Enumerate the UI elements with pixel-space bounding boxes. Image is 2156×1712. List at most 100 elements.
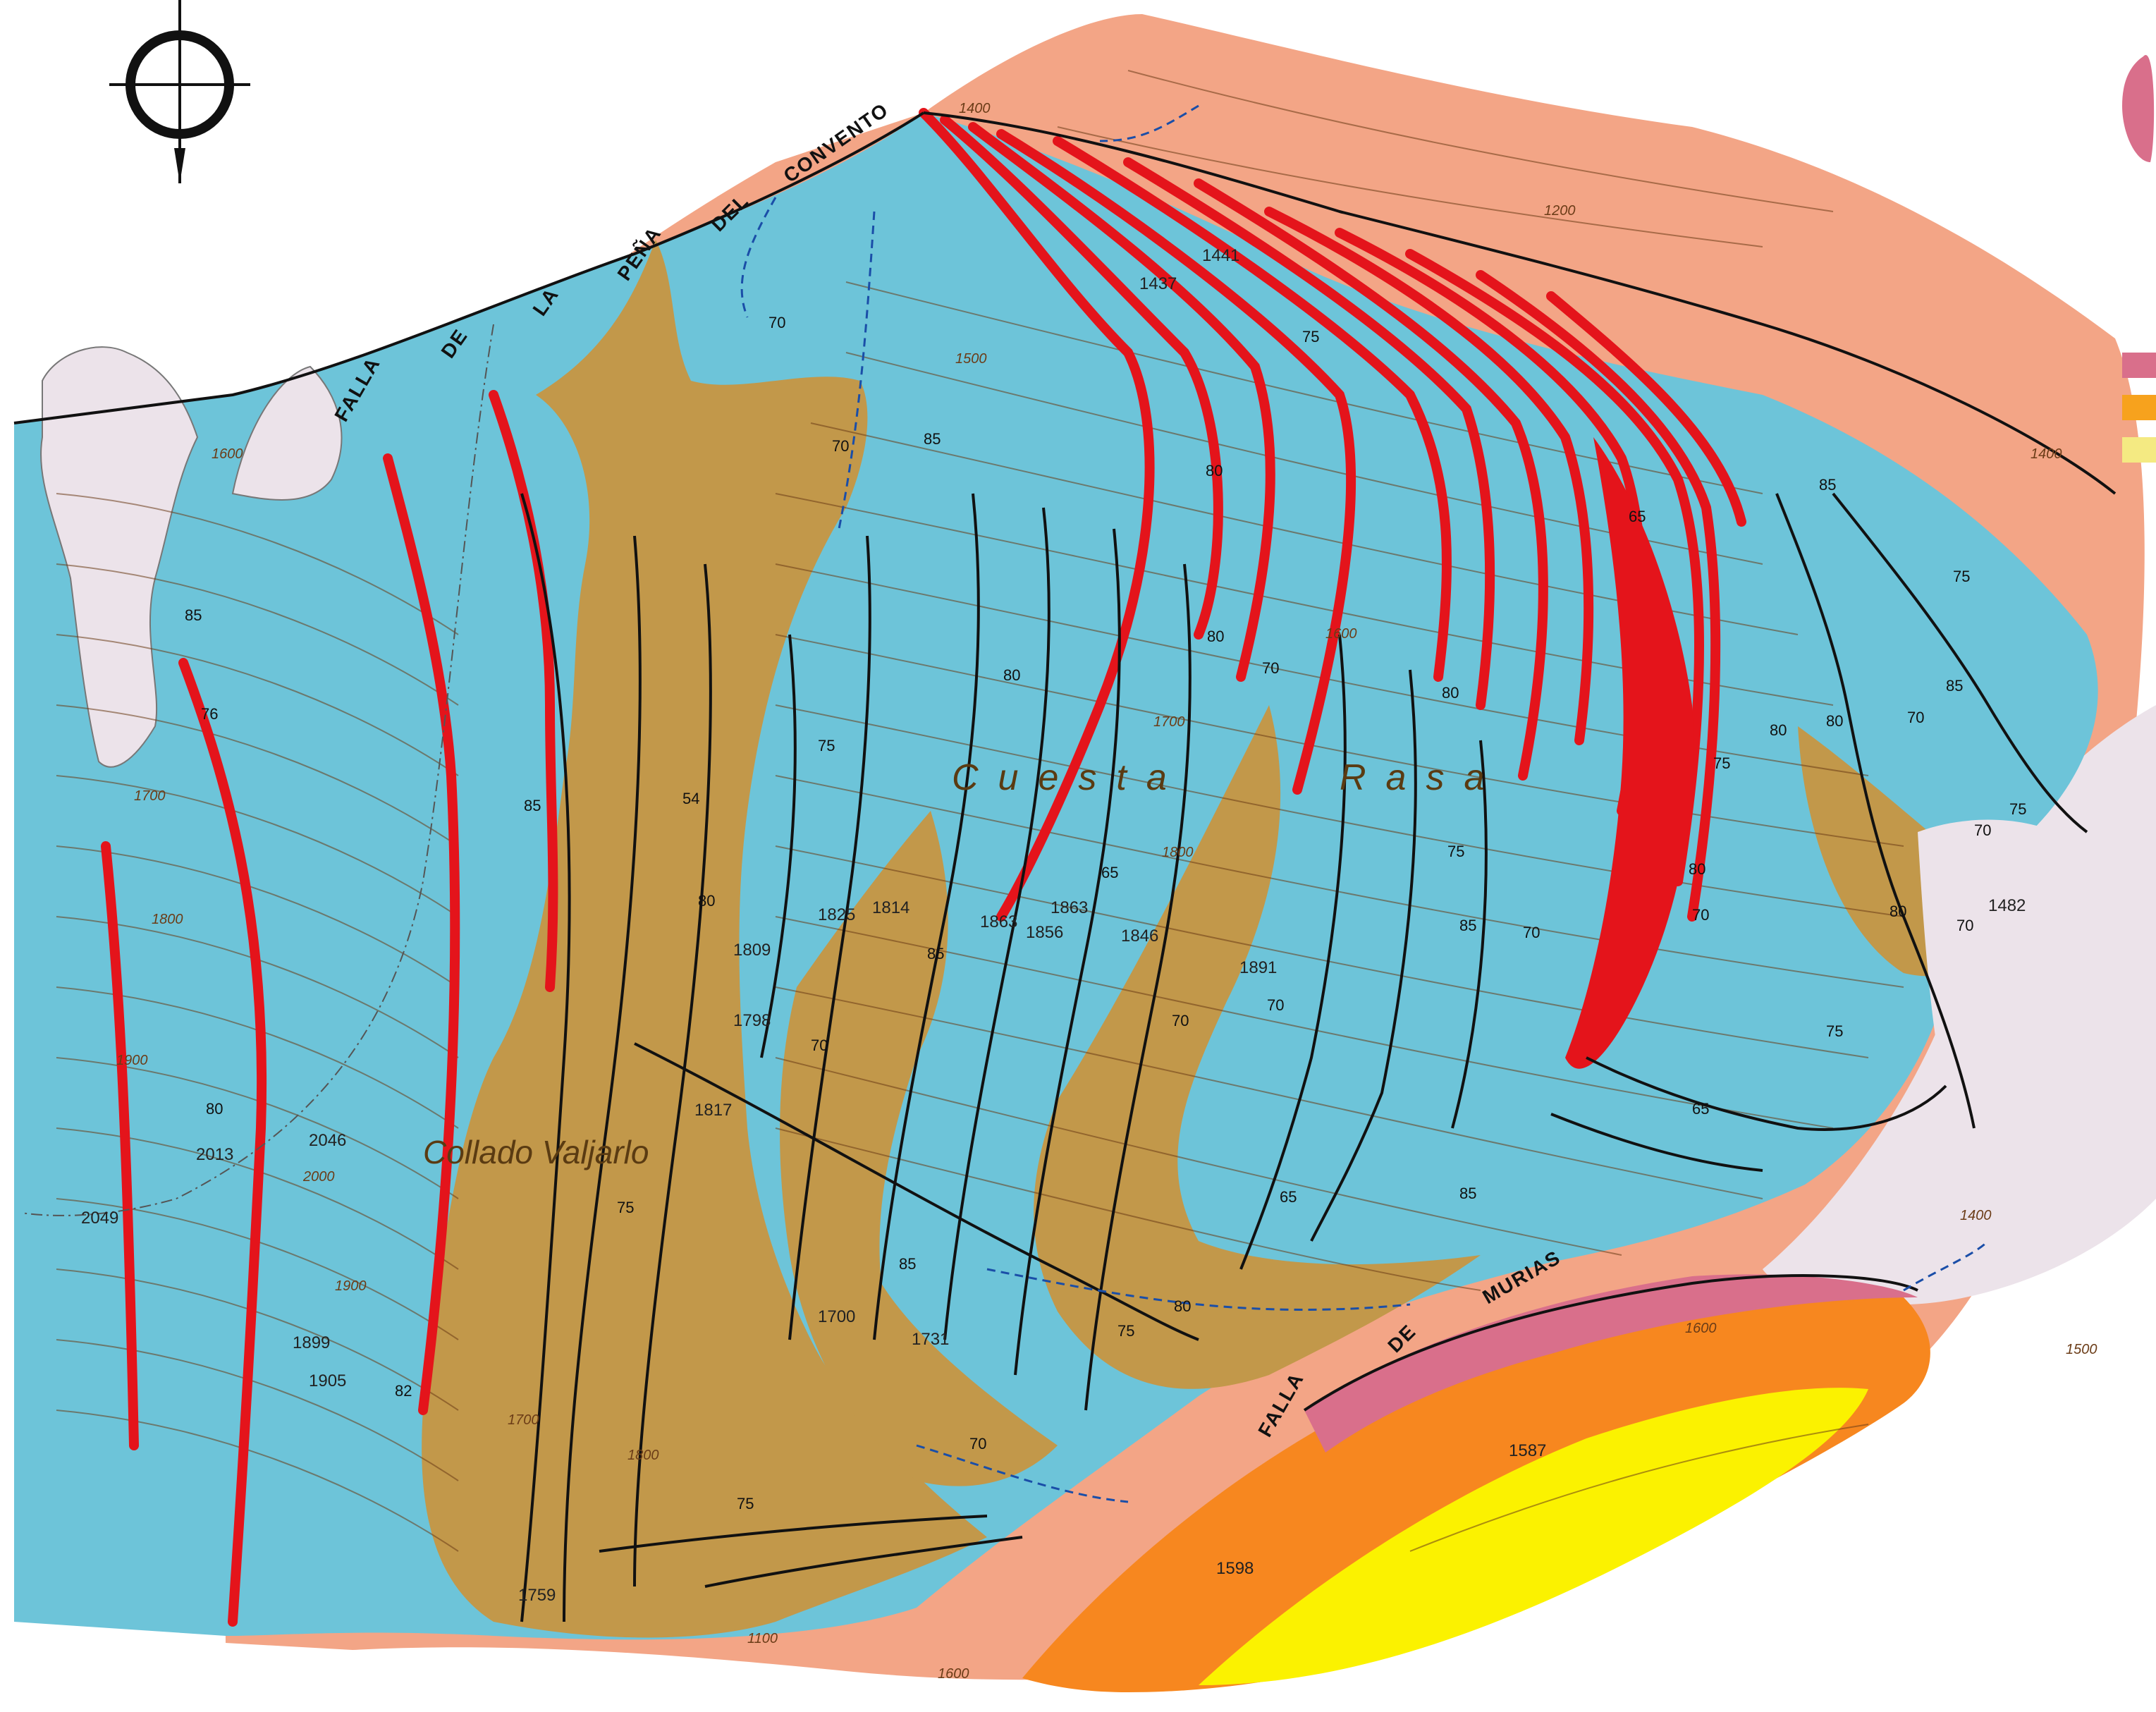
- spot-height: 1817: [694, 1101, 732, 1120]
- spot-height: 1899: [293, 1333, 330, 1352]
- spot-height: 1437: [1139, 274, 1177, 293]
- dip-value: 70: [832, 437, 849, 455]
- dip-value: 75: [617, 1199, 634, 1216]
- dip-value: 80: [1889, 903, 1906, 920]
- dip-value: 70: [1267, 996, 1284, 1014]
- spot-height: 1482: [1988, 896, 2026, 915]
- spot-height: 1587: [1509, 1441, 1546, 1460]
- svg-text:1600: 1600: [1685, 1321, 1717, 1336]
- dip-value: 80: [1206, 462, 1223, 479]
- spot-height: 2046: [309, 1131, 346, 1150]
- dip-value: 85: [1946, 677, 1963, 695]
- dip-value: 75: [1826, 1022, 1843, 1040]
- dip-value: 80: [1442, 684, 1459, 702]
- dip-value: 80: [698, 892, 715, 910]
- dip-value: 82: [395, 1382, 412, 1400]
- grey-outcrop-west-2: [231, 365, 343, 501]
- spot-height: 1759: [518, 1586, 556, 1605]
- spot-height: 1598: [1216, 1559, 1254, 1578]
- svg-text:1400: 1400: [1960, 1208, 1992, 1223]
- svg-text:1600: 1600: [938, 1666, 969, 1682]
- dip-value: 85: [1459, 1185, 1476, 1202]
- spot-height: 1863: [980, 912, 1017, 931]
- svg-text:1600: 1600: [212, 446, 243, 462]
- spot-height: 1856: [1026, 923, 1063, 942]
- brown-unit-south: [1034, 705, 1481, 1389]
- dip-value: 85: [1819, 476, 1836, 494]
- brown-unit-center: [780, 811, 1058, 1486]
- svg-text:2000: 2000: [302, 1169, 335, 1185]
- dip-value: 85: [924, 430, 941, 448]
- brown-unit-west: [422, 240, 987, 1638]
- streams: [740, 104, 1990, 1503]
- spot-height: 1905: [309, 1371, 346, 1390]
- dip-value: 70: [1907, 709, 1924, 726]
- svg-text:1400: 1400: [959, 101, 991, 116]
- legend-swatch-orange: [2122, 395, 2156, 420]
- dip-value: 76: [201, 705, 218, 723]
- place-rasa: Rasa: [1340, 757, 1504, 798]
- dip-value: 80: [206, 1100, 223, 1118]
- dip-value: 75: [737, 1495, 754, 1512]
- contour-labels: 1400 1200 1500 1600 1700 1800 1900 2000 …: [116, 101, 2097, 1682]
- dip-value: 70: [969, 1435, 986, 1453]
- spot-heights: 2049 2013 2046 1899 1905 1825 1814 1809 …: [81, 246, 2026, 1605]
- dip-value: 80: [1826, 712, 1843, 730]
- dip-value: 75: [1713, 754, 1730, 772]
- spot-height: 2013: [196, 1145, 233, 1164]
- dip-value: 65: [1280, 1188, 1297, 1206]
- svg-text:1600: 1600: [1325, 626, 1357, 642]
- place-cuesta: Cuesta: [952, 757, 1187, 798]
- grey-outcrop-west-1: [40, 346, 199, 768]
- spot-height: 1731: [912, 1330, 949, 1349]
- dip-value: 80: [1207, 628, 1224, 645]
- dip-value: 80: [1770, 721, 1787, 739]
- dip-value: 70: [1172, 1012, 1189, 1029]
- svg-text:1800: 1800: [1162, 845, 1194, 860]
- dip-value: 75: [1953, 568, 1970, 585]
- dip-value: 75: [1447, 843, 1464, 860]
- grey-outcrop-east: [1918, 819, 2091, 1106]
- dip-value: 70: [1262, 659, 1279, 677]
- legend-blob: [2122, 55, 2155, 162]
- yellow-unit: [1199, 1388, 1868, 1685]
- dip-value: 70: [1692, 906, 1709, 924]
- dip-value: 80: [1689, 860, 1705, 878]
- dip-value: 85: [1459, 917, 1476, 934]
- dip-value: 65: [1101, 864, 1118, 881]
- svg-text:1700: 1700: [134, 788, 166, 804]
- legend: [2122, 55, 2156, 463]
- dip-value: 65: [1692, 1100, 1709, 1118]
- svg-text:1800: 1800: [152, 912, 183, 927]
- legend-swatch-yellow: [2122, 437, 2156, 463]
- pink-band: [1304, 1274, 1918, 1453]
- dip-value: 80: [1174, 1297, 1191, 1315]
- dip-value: 70: [1974, 821, 1991, 839]
- spot-height: 1809: [733, 941, 771, 960]
- north-arrow-icon: [109, 0, 250, 183]
- svg-text:1400: 1400: [2031, 446, 2062, 462]
- svg-text:1100: 1100: [747, 1631, 778, 1646]
- fault-traces: [13, 111, 2117, 1622]
- spot-height: 1891: [1239, 958, 1277, 977]
- dip-value: 75: [2009, 800, 2026, 818]
- svg-text:1700: 1700: [508, 1412, 539, 1428]
- dip-value: 75: [818, 737, 835, 754]
- svg-text:1900: 1900: [335, 1278, 367, 1294]
- spot-height: 1825: [818, 905, 855, 924]
- dip-value: 85: [524, 797, 541, 814]
- spot-height: 1814: [872, 898, 909, 917]
- dip-value: 75: [1117, 1322, 1134, 1340]
- divide-line: [20, 324, 494, 1216]
- svg-text:1500: 1500: [955, 351, 987, 367]
- dip-value: 54: [682, 790, 699, 807]
- svg-text:1800: 1800: [627, 1448, 659, 1463]
- svg-text:1500: 1500: [2066, 1342, 2097, 1357]
- dip-value: 70: [1523, 924, 1540, 941]
- dip-value: 85: [899, 1255, 916, 1273]
- spot-height: 2049: [81, 1209, 118, 1228]
- spot-height: 1700: [818, 1307, 855, 1326]
- dip-values: 85 76 80 82 85 75 70 70 85 54 80 75 70 85 80 65 70 80 80 70…: [185, 314, 2026, 1512]
- spot-height: 1863: [1051, 898, 1088, 917]
